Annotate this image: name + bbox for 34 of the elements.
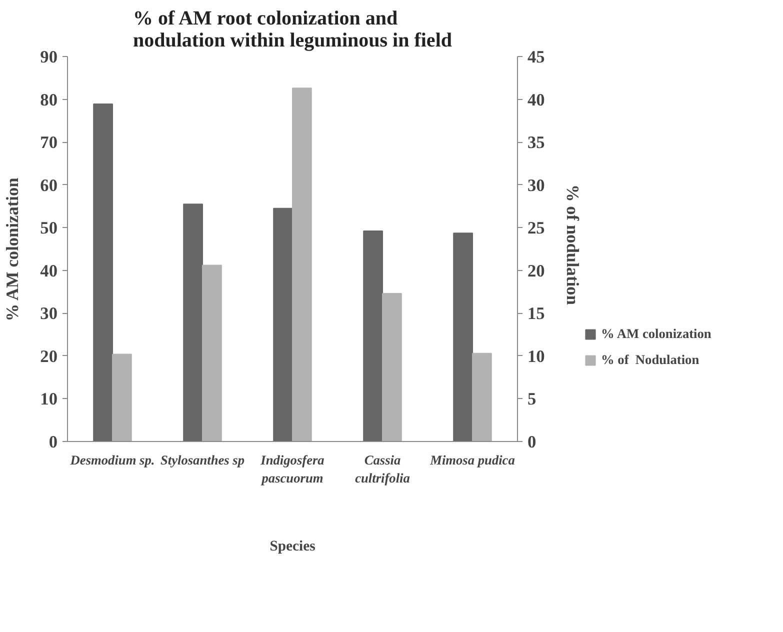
y2-tick-label: 35 [528, 133, 546, 152]
y-tick-label: 40 [40, 261, 58, 280]
y-tick-label: 20 [40, 346, 58, 366]
y2-tick-label: 20 [528, 261, 545, 280]
y2-tick-label: 45 [528, 48, 546, 66]
x-tick-label: Stylosanthes sp [160, 452, 245, 468]
y-tick-label: 60 [40, 176, 58, 195]
y-tick-label: 10 [40, 390, 58, 409]
bar [112, 354, 132, 442]
y2-tick-label: 30 [528, 176, 545, 195]
y-tick-label: 0 [48, 432, 58, 452]
x-tick-label: Indigosfera pascuorum [260, 452, 325, 486]
bar [453, 232, 473, 442]
y-tick-label: 70 [40, 133, 58, 152]
y-tick-label: 30 [40, 304, 58, 324]
y-axis-title: % AM colonization [3, 177, 22, 322]
y-tick-label: 50 [40, 218, 58, 238]
y-tick-label: 80 [40, 90, 58, 110]
y2-tick-label: 15 [528, 304, 546, 324]
legend-label: % of Nodulation [601, 352, 700, 368]
legend-label: % AM colonization [601, 326, 712, 342]
y2-tick-label: 0 [528, 432, 536, 452]
x-tick-label: Mimosa pudica [429, 452, 516, 468]
y2-tick-label: 10 [528, 346, 545, 366]
y2-axis-title: % of nodulation [562, 184, 582, 306]
bar [93, 103, 113, 442]
x-tick-label: Desmodium sp. [69, 452, 155, 468]
y2-tick-label: 5 [528, 390, 536, 409]
x-tick-label: Cassia cultrifolia [355, 452, 410, 486]
y2-tick-label: 40 [528, 90, 545, 110]
y2-tick-label: 25 [528, 218, 546, 238]
chart-title: % of AM root colonization and nodulation within leguminous in field [133, 8, 452, 52]
x-axis-title: Species [270, 538, 316, 554]
y-tick-label: 90 [40, 48, 58, 66]
